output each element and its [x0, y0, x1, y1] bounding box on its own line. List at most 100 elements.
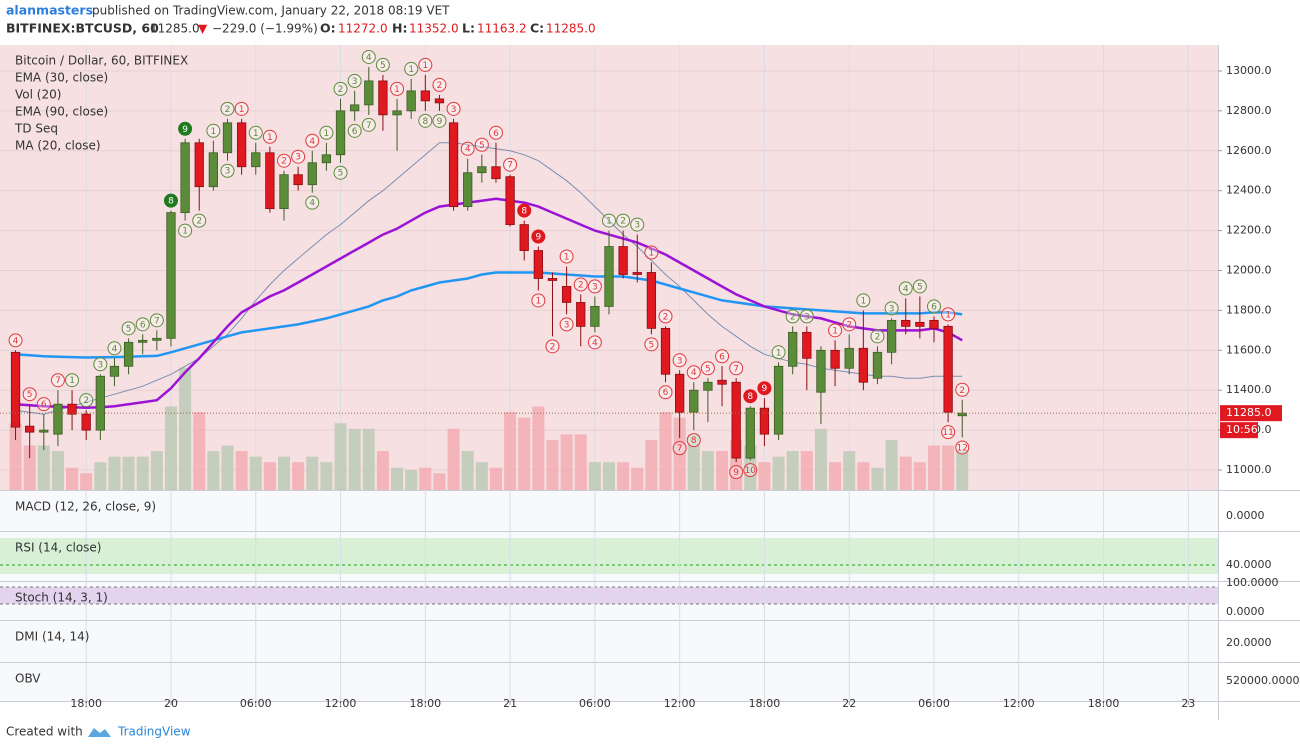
author: alanmasters — [6, 3, 93, 18]
volume-bar — [560, 434, 573, 490]
td-circle — [432, 77, 447, 92]
td-label: 1 — [606, 217, 612, 227]
published: published on TradingView.com, January 22… — [92, 4, 450, 18]
td-circle — [460, 141, 475, 156]
last: 11285.0 — [150, 22, 200, 36]
td-circle — [178, 223, 193, 238]
candle-body — [646, 272, 657, 329]
x-tick-label: 18:00 — [749, 697, 781, 710]
td-circle — [446, 101, 461, 116]
volume-bar — [348, 428, 361, 490]
td-circle — [926, 299, 941, 314]
td-circle — [418, 113, 433, 128]
volume-bar — [249, 456, 262, 490]
td-label: 5 — [380, 61, 386, 71]
candle-body — [463, 172, 473, 208]
td-label: 5 — [705, 364, 711, 374]
candle-body — [703, 381, 713, 391]
td-label: 1 — [408, 65, 414, 75]
td-circle — [700, 361, 715, 376]
volume-bar — [221, 445, 234, 490]
volume-bar — [207, 451, 220, 490]
candle-body — [547, 278, 558, 281]
td-label: 9 — [733, 468, 739, 478]
candle-body — [788, 331, 798, 367]
footer-brand[interactable]: TradingView — [117, 725, 191, 739]
candle-body — [773, 365, 784, 435]
td-label: 4 — [903, 284, 909, 294]
td-circle — [135, 317, 150, 332]
ma-line — [15, 271, 963, 359]
td-circle — [658, 385, 673, 400]
td-label: 6 — [493, 129, 499, 139]
candle-body — [929, 319, 939, 329]
volume-bar — [857, 462, 870, 490]
candle-body — [10, 351, 21, 428]
candle-body — [886, 319, 897, 353]
pane-borders — [0, 45, 1300, 720]
candle-body — [957, 412, 967, 417]
x-tick-label: 06:00 — [918, 697, 950, 710]
td-label: 8 — [168, 197, 174, 207]
y-tick-label: 12600.0 — [1226, 144, 1272, 157]
pane-tick-label: 40.0000 — [1226, 558, 1272, 571]
td-label: 2 — [959, 386, 965, 396]
h-value: 11352.0 — [409, 22, 459, 36]
candle-body — [420, 90, 430, 102]
volume-bar — [956, 451, 969, 490]
td-circle — [686, 365, 701, 380]
legend-entry: Vol (20) — [15, 88, 61, 102]
td-circle — [729, 465, 744, 480]
td-circle — [842, 317, 857, 332]
td-label: 3 — [295, 153, 301, 163]
td-circle — [319, 125, 334, 140]
dmi-pane — [0, 621, 1218, 662]
td-label: 1 — [394, 85, 400, 95]
h-label: H: — [392, 21, 407, 36]
volume-bar — [645, 439, 658, 490]
o-label: O: — [320, 21, 336, 36]
td-circle — [912, 279, 927, 294]
obv-pane — [0, 663, 1218, 701]
td-circle — [262, 129, 277, 144]
td-circle — [573, 277, 588, 292]
candle-body — [251, 152, 261, 168]
volume-bar — [532, 406, 545, 490]
pane-tick-label: 520000.0000 — [1226, 674, 1299, 687]
candle-body — [67, 403, 77, 415]
td-label: 4 — [366, 53, 372, 63]
candle-body — [519, 224, 529, 251]
td-circle — [192, 213, 207, 228]
rsi-band — [0, 538, 1218, 574]
td-label: 5 — [126, 324, 132, 334]
td-label: 8 — [422, 117, 428, 127]
volume-bar — [461, 451, 474, 490]
td-circle — [107, 341, 122, 356]
candle-body — [123, 341, 134, 367]
td-circle — [220, 163, 235, 178]
volume-bar — [673, 417, 686, 490]
td-label: 1 — [239, 105, 245, 115]
y-tick-label: 11600.0 — [1226, 343, 1272, 356]
td-circle — [291, 149, 306, 164]
td-circle — [50, 373, 65, 388]
candle-body — [364, 80, 374, 106]
td-label: 1 — [776, 348, 782, 358]
td-circle — [234, 101, 249, 116]
price-tag: 11285.0 — [1226, 406, 1272, 419]
td-circle — [672, 353, 687, 368]
td-label: 2 — [846, 320, 852, 330]
volume-bar — [814, 428, 827, 490]
volume-bar — [659, 412, 672, 490]
symbol: BITFINEX:BTCUSD, 60 — [6, 21, 159, 36]
td-circle — [884, 301, 899, 316]
volume-bar — [602, 462, 616, 490]
td-label: 3 — [677, 356, 683, 366]
td-label: 1 — [253, 129, 259, 139]
candle-body — [321, 154, 332, 164]
volume-bar — [193, 412, 206, 490]
volume-bar — [334, 423, 347, 490]
y-tick-label: 12400.0 — [1226, 184, 1272, 197]
candle-body — [378, 80, 388, 116]
td-label: 4 — [309, 199, 315, 209]
